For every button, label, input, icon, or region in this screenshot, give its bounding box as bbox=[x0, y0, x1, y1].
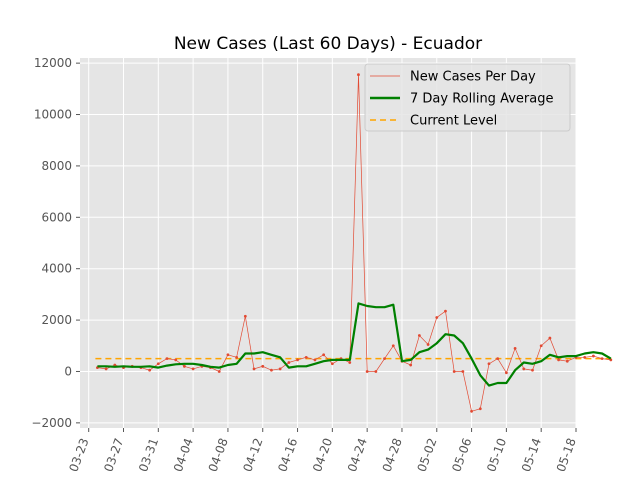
new-cases-point bbox=[243, 314, 247, 318]
new-cases-point bbox=[383, 357, 386, 361]
y-axis-ticks: −2000 0 2000 4000 6000 8000 10000 12000 bbox=[31, 56, 80, 430]
new-cases-point bbox=[496, 357, 500, 361]
y-tick-label: 10000 bbox=[34, 108, 72, 122]
chart-title: New Cases (Last 60 Days) - Ecuador bbox=[174, 34, 482, 54]
y-tick-label: 12000 bbox=[34, 56, 72, 70]
new-cases-point bbox=[287, 361, 291, 364]
new-cases-point bbox=[487, 362, 491, 366]
new-cases-point bbox=[226, 353, 230, 357]
new-cases-point bbox=[522, 367, 526, 371]
y-tick-label: 0 bbox=[64, 364, 72, 378]
new-cases-point bbox=[417, 334, 421, 337]
new-cases-point bbox=[183, 364, 186, 368]
y-tick-label: 8000 bbox=[41, 159, 72, 173]
new-cases-point bbox=[235, 355, 239, 359]
new-cases-point bbox=[148, 368, 152, 372]
new-cases-point bbox=[504, 371, 508, 375]
new-cases-point bbox=[313, 358, 317, 362]
new-cases-point bbox=[278, 367, 282, 371]
new-cases-point bbox=[426, 343, 430, 346]
legend: New Cases Per Day 7 Day Rolling Average Cu… bbox=[364, 63, 571, 132]
new-cases-point bbox=[470, 409, 473, 413]
new-cases-point bbox=[531, 368, 534, 372]
new-cases-point bbox=[374, 370, 378, 373]
new-cases-point bbox=[330, 362, 334, 366]
new-cases-point bbox=[513, 346, 517, 350]
y-tick-label: 4000 bbox=[41, 262, 72, 276]
new-cases-point bbox=[191, 367, 195, 371]
rolling-average-line bbox=[97, 302, 612, 387]
new-cases-point bbox=[583, 355, 587, 359]
new-cases-point bbox=[435, 316, 439, 319]
new-cases-point bbox=[174, 358, 178, 362]
new-cases-point bbox=[348, 361, 352, 364]
new-cases-point bbox=[592, 354, 595, 358]
new-cases-point bbox=[444, 309, 447, 313]
legend-box bbox=[364, 63, 571, 132]
new-cases-point bbox=[261, 364, 265, 368]
new-cases-point bbox=[365, 370, 369, 373]
new-cases-point bbox=[557, 358, 560, 362]
new-cases-point bbox=[270, 368, 273, 372]
new-cases-point bbox=[357, 73, 360, 77]
new-cases-point bbox=[104, 367, 108, 371]
new-cases-point bbox=[409, 363, 413, 367]
new-cases-line bbox=[97, 74, 611, 412]
new-cases-point bbox=[296, 358, 299, 362]
legend-label: Current Level bbox=[410, 114, 497, 129]
new-cases-point bbox=[322, 353, 326, 357]
new-cases-point bbox=[461, 370, 465, 373]
new-cases-point bbox=[478, 407, 482, 411]
y-tick-label: −2000 bbox=[31, 416, 72, 430]
legend-label: New Cases Per Day bbox=[410, 70, 536, 85]
y-tick-label: 2000 bbox=[41, 313, 72, 327]
new-cases-point bbox=[156, 362, 160, 366]
new-cases-point bbox=[565, 359, 569, 363]
new-cases-point bbox=[391, 344, 395, 348]
series-group bbox=[95, 73, 613, 413]
legend-label: 7 Day Rolling Average bbox=[410, 92, 553, 107]
new-cases-point bbox=[452, 370, 456, 373]
new-cases-point bbox=[539, 344, 543, 348]
new-cases-point bbox=[548, 336, 552, 340]
new-cases-point bbox=[165, 357, 169, 361]
new-cases-point bbox=[600, 357, 604, 361]
new-cases-point bbox=[217, 370, 221, 373]
y-tick-label: 6000 bbox=[41, 210, 72, 224]
new-cases-point bbox=[304, 355, 308, 359]
new-cases-point bbox=[252, 367, 256, 371]
